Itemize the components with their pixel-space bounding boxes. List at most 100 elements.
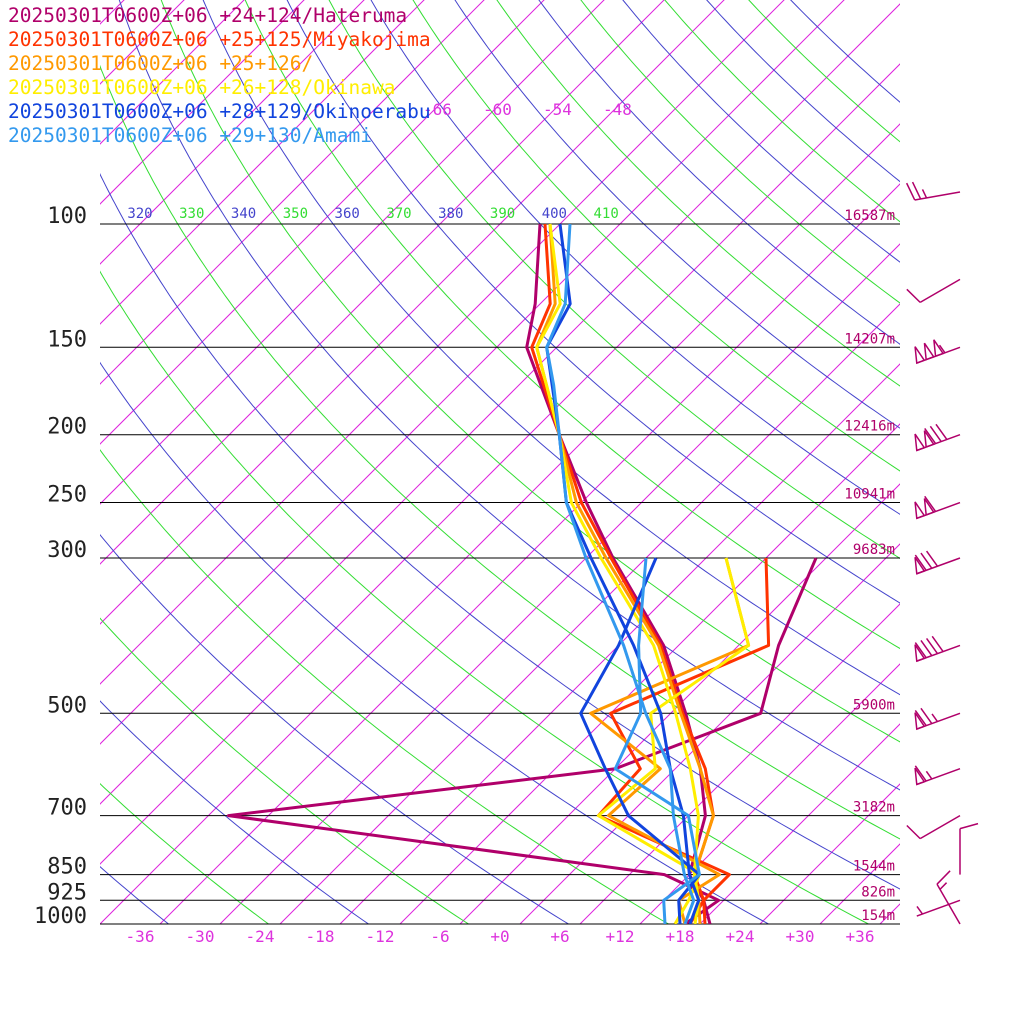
temperature-line [545,223,696,924]
theta-label: 350 [283,206,308,222]
dry-adiabat-line [100,617,470,924]
dewpoint-line [596,557,771,924]
isotherm-line [339,363,900,924]
pressure-label-850: 850 [47,855,87,880]
x-tick-label: +30 [786,927,815,946]
pressure-label-1000: 1000 [34,904,87,929]
height-label-700: 3182m [853,800,895,816]
x-tick-label: +36 [846,927,875,946]
height-label-500: 5900m [853,697,895,713]
height-label-200: 12416m [844,419,895,435]
pressure-label-150: 150 [47,327,87,352]
isotherm-line [279,303,900,924]
x-tick-label: -12 [366,927,395,946]
theta-label: 390 [490,206,515,222]
x-tick-label: -18 [306,927,335,946]
isotherm-line [459,483,900,924]
height-label-1000: 154m [861,908,895,924]
x-tick-label: +6 [550,927,569,946]
legend-entry-okinoerabu: 20250301T0600Z+06 +28+129/Okinoerabu [8,100,431,123]
height-label-250: 10941m [844,487,895,503]
dry-adiabat-line [100,361,770,924]
height-label-850: 1544m [853,859,895,875]
isotherm-line [100,0,245,145]
isotherm-line [100,0,845,745]
theta-labels: 320 330 340 350 360 370 380 390 400 410 [127,206,618,222]
isotherm-line [100,0,305,205]
wind-barb [905,181,961,201]
isotherm-line [100,0,425,325]
isotherm-line [100,3,900,805]
legend-entry-hateruma: 20250301T0600Z+06 +24+124/Hateruma [8,4,408,27]
x-tick-label: -24 [246,927,275,946]
x-tick-label: -36 [126,927,155,946]
isotherm-line [399,423,900,924]
dry-adiabat-line [454,0,900,429]
isotherm-line [100,0,365,265]
dry-adiabat-line [100,449,670,924]
isotherm-line [519,543,900,924]
dry-adiabat-line [790,0,900,103]
pressure-label-925: 925 [47,880,87,905]
isotherm-line [100,0,545,445]
legend: 20250301T0600Z+06 +24+124/Hateruma 20250… [8,4,431,148]
wind-barb [914,423,961,452]
height-label-300: 9683m [853,542,895,558]
dry-adiabat-line [748,0,900,143]
theta-label: 340 [231,206,256,222]
dry-adiabat-line [538,0,900,345]
dry-adiabat-line [100,534,570,924]
pressure-label-700: 700 [47,796,87,821]
theta-label: 400 [542,206,567,222]
isotherm-line [100,123,900,924]
dewpoint-line [589,557,751,924]
x-tick-label: +18 [666,927,695,946]
pressure-label-300: 300 [47,538,87,563]
wind-barb [914,339,961,365]
dry-adiabat-line [100,270,870,924]
pressure-label-200: 200 [47,415,87,440]
dry-adiabat-line [202,0,900,696]
theta-label: 370 [386,206,411,222]
height-label-100: 16587m [844,208,895,224]
dry-adiabat-line [580,0,900,304]
sounding-profiles [226,223,818,924]
legend-entry-station-126: 20250301T0600Z+06 +25+126/ [8,52,314,75]
theta-label: 330 [179,206,204,222]
wind-barb [914,707,961,731]
dry-adiabat-line [370,0,900,515]
dry-adiabat-line [622,0,900,263]
isotherm-top-label: -60 [483,100,512,119]
dry-adiabat-line [100,700,370,924]
x-tick-label: +0 [490,927,509,946]
theta-label: 380 [438,206,463,222]
dry-adiabat-line [664,0,900,223]
theta-label: 360 [335,206,360,222]
dry-adiabat-line [286,0,900,604]
dry-adiabat-line [100,173,900,890]
theta-label: 320 [127,206,152,222]
pressure-label-250: 250 [47,483,87,508]
x-tick-label: +12 [606,927,635,946]
isotherm-top-labels: -66 -60 -54 -48 [423,100,632,119]
dry-adiabat-line [412,0,900,472]
isotherm-line [219,243,900,924]
isotherm-top-label: -54 [543,100,572,119]
isotherm-line [819,843,900,924]
dewpoint-line [596,557,751,924]
dewpoint-line [226,557,818,924]
pressure-label-500: 500 [47,693,87,718]
height-label-925: 826m [861,884,895,900]
pressure-level-lines: 100 16587m 150 14207m 200 12416m 250 10941m 300 9… [34,204,900,929]
dewpoint-line [613,557,701,924]
isotherm-line [100,0,185,85]
legend-entry-miyakojima: 20250301T0600Z+06 +25+125/Miyakojima [8,28,431,51]
isotherm-line [100,0,605,505]
temperature-line [535,223,701,924]
isotherm-line [639,663,900,924]
isotherm-line [100,0,725,625]
isotherm-line [100,63,900,865]
dry-adiabat-line [160,0,900,743]
height-label-150: 14207m [844,331,895,347]
